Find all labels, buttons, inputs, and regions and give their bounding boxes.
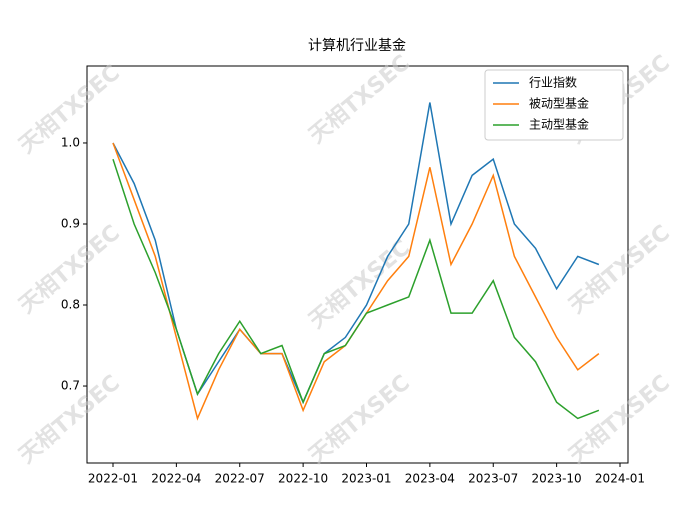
watermark: 天相TXSEC	[305, 371, 415, 469]
legend-label: 被动型基金	[529, 96, 589, 111]
x-tick-label: 2023-07	[468, 472, 518, 486]
watermark: 天相TXSEC	[305, 51, 415, 149]
y-tick-label: 0.7	[61, 379, 80, 393]
x-tick-label: 2022-01	[88, 472, 138, 486]
watermark: 天相TXSEC	[565, 371, 675, 469]
legend-label: 行业指数	[529, 75, 577, 90]
legend-label: 主动型基金	[529, 117, 589, 132]
y-tick-label: 0.9	[61, 216, 80, 230]
x-tick-label: 2023-01	[341, 472, 391, 486]
x-tick-label: 2022-04	[151, 472, 201, 486]
x-tick-label: 2022-10	[278, 472, 328, 486]
chart-title: 计算机行业基金	[308, 37, 406, 54]
x-tick-label: 2023-04	[405, 472, 455, 486]
legend-box	[484, 69, 624, 141]
y-tick-label: 1.0	[61, 135, 80, 149]
x-tick-label: 2024-01	[595, 472, 645, 486]
series-line	[112, 158, 600, 420]
watermark: 天相TXSEC	[305, 236, 415, 334]
plot-frame	[86, 65, 629, 464]
x-tick-label: 2023-10	[532, 472, 582, 486]
y-tick-label: 0.8	[61, 298, 80, 312]
x-tick-label: 2022-07	[215, 472, 265, 486]
watermark: 天相TXSEC	[565, 221, 675, 319]
